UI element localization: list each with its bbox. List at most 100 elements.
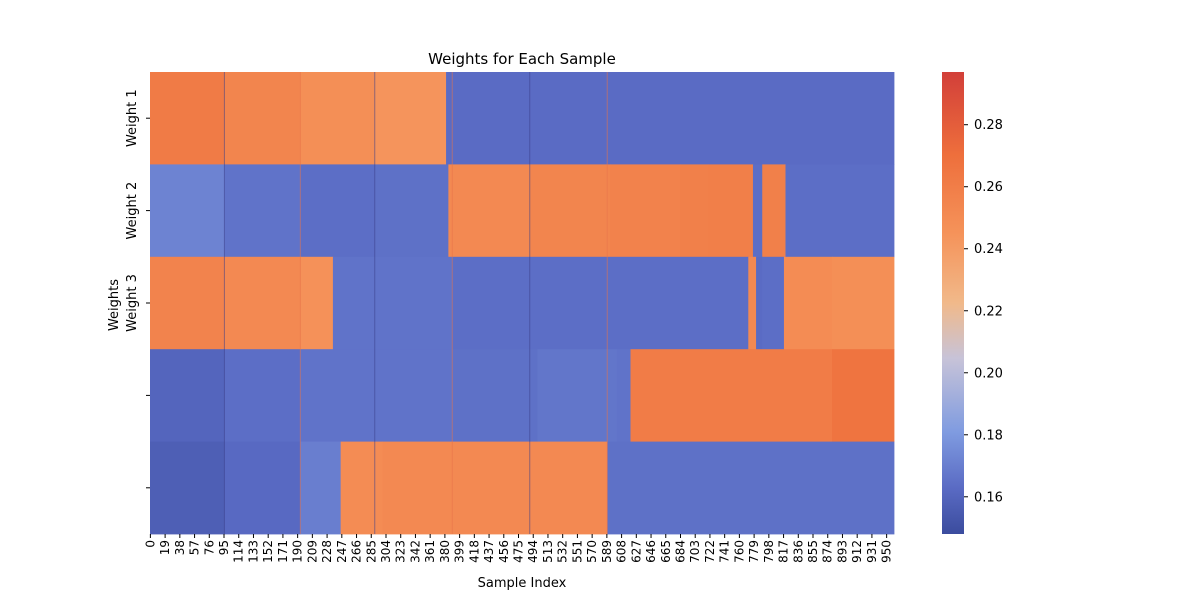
x-tick-label: 931 — [865, 540, 879, 563]
x-tick-label: 494 — [526, 540, 540, 563]
heatmap-cell-row1-seg3 — [374, 164, 449, 258]
heatmap-cells — [150, 72, 895, 535]
colorbar-tick-label: 0.20 — [974, 366, 1003, 381]
colorbar-tick-label: 0.28 — [974, 118, 1003, 133]
heatmap-cell-row0-seg4 — [446, 72, 895, 165]
x-tick-label: 513 — [541, 540, 555, 563]
heatmap-cell-row3-seg1 — [224, 349, 301, 442]
x-tick-label: 475 — [512, 540, 526, 563]
x-tick-label: 570 — [585, 540, 599, 563]
heatmap-cell-row1-seg1 — [224, 164, 301, 258]
heatmap-cell-row3-seg0 — [150, 349, 225, 442]
x-tick-label: 228 — [320, 540, 334, 563]
x-tick-label: 171 — [276, 540, 290, 563]
heatmap-cell-row1-seg11 — [785, 164, 895, 258]
x-tick-label: 399 — [453, 540, 467, 563]
x-tick-label: 114 — [232, 540, 246, 563]
heatmap-cell-row1-seg2 — [300, 164, 376, 258]
colorbar-tick-label: 0.26 — [974, 180, 1003, 195]
row-labels: Weight 1 Weight 2 Weight 3 — [125, 89, 150, 489]
heatmap-cell-row3-seg4 — [537, 349, 617, 442]
x-tick-label: 703 — [688, 540, 702, 563]
y-axis-label: Weights — [107, 279, 122, 331]
x-tick-label: 532 — [556, 540, 570, 563]
heatmap-cell-row2-seg8 — [783, 256, 833, 350]
x-tick-label: 722 — [703, 540, 717, 563]
x-tick-label: 760 — [732, 540, 746, 563]
heatmap-cell-row4-seg3 — [340, 441, 383, 535]
colorbar-ticks: 0.16 0.18 0.20 0.22 0.24 0.26 0.28 — [964, 118, 1003, 505]
x-tick-label: 741 — [718, 540, 732, 563]
heatmap-cell-row0-seg1 — [224, 72, 301, 165]
x-tick-label: 133 — [246, 540, 260, 563]
heatmap-cell-row1-seg8 — [708, 164, 754, 258]
heatmap-cell-row3-seg3 — [452, 349, 538, 442]
heatmap-cell-row4-seg0 — [150, 441, 225, 535]
x-tick-label: 798 — [762, 540, 776, 563]
x-tick-label: 323 — [394, 540, 408, 563]
heatmap-cell-row1-seg10 — [762, 164, 786, 258]
x-tick-label: 152 — [261, 540, 275, 563]
heatmap-cell-row0-seg2 — [300, 72, 376, 165]
heatmap-cell-row2-seg9 — [832, 256, 895, 350]
heatmap-cell-row3-seg7 — [832, 349, 895, 442]
colorbar-tick-label: 0.18 — [974, 428, 1003, 443]
colorbar-tick-label: 0.16 — [974, 490, 1003, 505]
x-tick-label: 456 — [497, 540, 511, 563]
x-tick-label: 551 — [570, 540, 584, 563]
heatmap-cell-row4-seg1 — [224, 441, 301, 535]
row-label: Weight 3 — [125, 274, 140, 332]
heatmap-cell-row2-seg4 — [452, 256, 749, 350]
x-tick-label: 95 — [217, 540, 231, 555]
x-tick-label: 380 — [438, 540, 452, 563]
x-tick-label: 437 — [482, 540, 496, 563]
x-tick-label: 627 — [629, 540, 643, 563]
x-tick-label: 361 — [423, 540, 437, 563]
x-tick-label: 285 — [364, 540, 378, 563]
x-tick-label: 836 — [791, 540, 805, 563]
x-tick-label: 684 — [673, 540, 687, 563]
x-tick-label: 665 — [659, 540, 673, 563]
colorbar-tick-label: 0.24 — [974, 242, 1003, 257]
heatmap-cell-row1-seg6 — [610, 164, 681, 258]
x-tick-label: 874 — [821, 540, 835, 563]
heatmap-cell-row4-seg2 — [300, 441, 342, 535]
chart-title: Weights for Each Sample — [428, 50, 616, 68]
x-tick-label: 304 — [379, 540, 393, 563]
x-tick-label: 0 — [143, 540, 157, 548]
heatmap-cell-row2-seg3 — [332, 256, 453, 350]
x-tick-label: 247 — [335, 540, 349, 563]
heatmap-cell-row4-seg4 — [382, 441, 608, 535]
heatmap-cell-row2-seg2 — [300, 256, 334, 350]
colorbar-tick-label: 0.22 — [974, 304, 1003, 319]
heatmap-cell-row2-seg0 — [150, 256, 225, 350]
x-tick-label: 76 — [202, 540, 216, 555]
heatmap-cell-row2-seg5 — [748, 256, 757, 350]
x-tick-label: 19 — [158, 540, 172, 555]
x-tick-label: 589 — [600, 540, 614, 563]
x-axis-ticks: 0 19 38 57 76 95 114 133 152 171 190 209 228 247 266 28… — [143, 534, 894, 563]
x-tick-label: 209 — [305, 540, 319, 563]
heatmap-cell-row3-seg2 — [300, 349, 453, 442]
x-tick-label: 950 — [880, 540, 894, 563]
heatmap-cell-row0-seg0 — [150, 72, 225, 165]
heatmap-cell-row1-seg0 — [150, 164, 225, 258]
heatmap-cell-row1-seg5 — [529, 164, 611, 258]
x-tick-label: 38 — [173, 540, 187, 555]
x-tick-label: 912 — [850, 540, 864, 563]
x-tick-label: 608 — [615, 540, 629, 563]
x-tick-label: 646 — [644, 540, 658, 563]
x-axis-label: Sample Index — [478, 576, 567, 591]
heatmap-cell-row2-seg7 — [762, 256, 785, 350]
x-tick-label: 779 — [747, 540, 761, 563]
x-tick-label: 893 — [835, 540, 849, 563]
heatmap-cell-row0-seg3 — [374, 72, 447, 165]
x-tick-label: 190 — [291, 540, 305, 563]
heatmap-cell-row1-seg4 — [448, 164, 531, 258]
x-tick-label: 418 — [467, 540, 481, 563]
x-tick-label: 266 — [350, 540, 364, 563]
heatmap-cell-row1-seg9 — [752, 164, 763, 258]
x-tick-label: 817 — [777, 540, 791, 563]
